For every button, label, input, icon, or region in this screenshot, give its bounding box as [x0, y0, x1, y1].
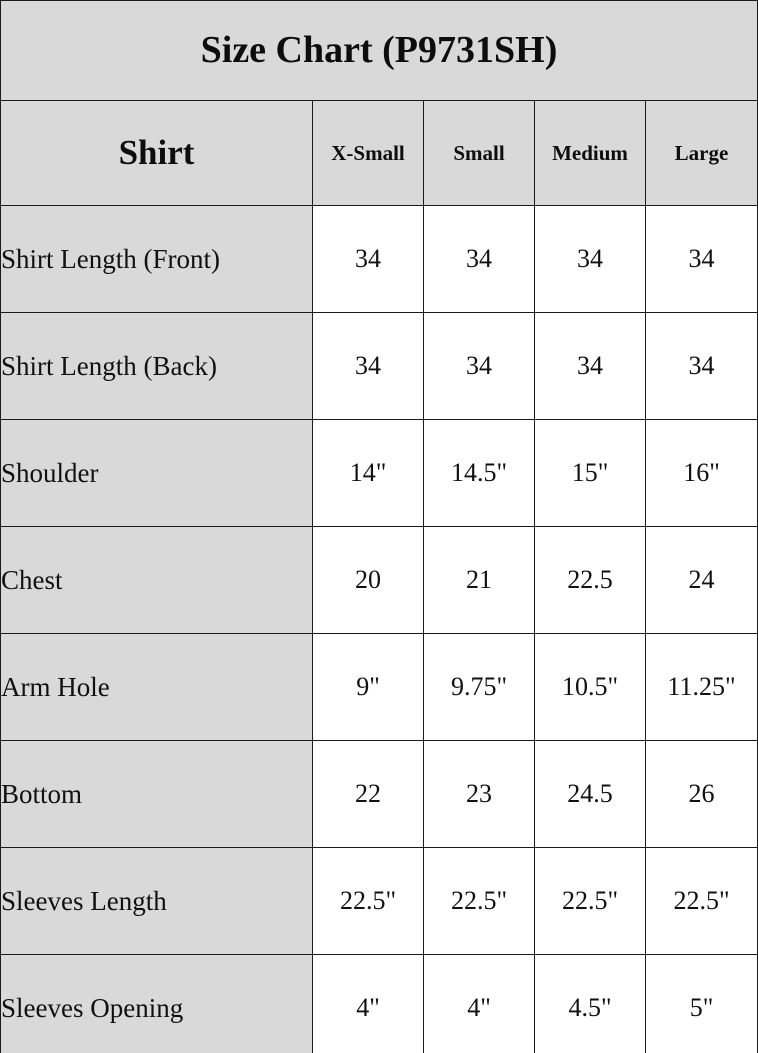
measurement-value: 22.5 [534, 526, 646, 634]
column-header-medium: Medium [534, 100, 646, 206]
measurement-value: 34 [645, 205, 758, 313]
column-header-x-small: X-Small [312, 100, 424, 206]
table-row: Shirt Length (Front) 34 34 34 34 [0, 205, 758, 313]
measurement-value: 26 [645, 740, 758, 848]
measurement-value: 16" [645, 419, 758, 527]
measurement-label: Chest [0, 526, 313, 634]
measurement-value: 14" [312, 419, 424, 527]
table-row: Arm Hole 9" 9.75" 10.5" 11.25" [0, 633, 758, 741]
measurement-label: Sleeves Opening [0, 954, 313, 1053]
measurement-value: 10.5" [534, 633, 646, 741]
table-row: Chest 20 21 22.5 24 [0, 526, 758, 634]
measurement-label: Sleeves Length [0, 847, 313, 955]
table-header-row: Shirt X-Small Small Medium Large [0, 100, 758, 206]
measurement-value: 21 [423, 526, 535, 634]
measurement-label: Shirt Length (Front) [0, 205, 313, 313]
table-row: Shoulder 14" 14.5" 15" 16" [0, 419, 758, 527]
measurement-value: 15" [534, 419, 646, 527]
measurement-value: 34 [534, 312, 646, 420]
table-row: Bottom 22 23 24.5 26 [0, 740, 758, 848]
measurement-label: Arm Hole [0, 633, 313, 741]
measurement-value: 9.75" [423, 633, 535, 741]
measurement-value: 22.5" [534, 847, 646, 955]
measurement-value: 24.5 [534, 740, 646, 848]
measurement-label: Shirt Length (Back) [0, 312, 313, 420]
measurement-value: 24 [645, 526, 758, 634]
measurement-label: Bottom [0, 740, 313, 848]
measurement-value: 34 [312, 312, 424, 420]
measurement-value: 34 [645, 312, 758, 420]
measurement-value: 14.5" [423, 419, 535, 527]
measurement-value: 4.5" [534, 954, 646, 1053]
measurement-value: 34 [534, 205, 646, 313]
title-row: Size Chart (P9731SH) [0, 0, 758, 101]
measurement-value: 22 [312, 740, 424, 848]
column-header-large: Large [645, 100, 758, 206]
table-row: Sleeves Opening 4" 4" 4.5" 5" [0, 954, 758, 1053]
measurement-value: 20 [312, 526, 424, 634]
measurement-value: 23 [423, 740, 535, 848]
measurement-value: 5" [645, 954, 758, 1053]
table-row: Sleeves Length 22.5" 22.5" 22.5" 22.5" [0, 847, 758, 955]
table-row: Shirt Length (Back) 34 34 34 34 [0, 312, 758, 420]
column-header-garment: Shirt [0, 100, 313, 206]
measurement-value: 34 [312, 205, 424, 313]
measurement-value: 9" [312, 633, 424, 741]
measurement-label: Shoulder [0, 419, 313, 527]
measurement-value: 11.25" [645, 633, 758, 741]
column-header-small: Small [423, 100, 535, 206]
measurement-value: 22.5" [423, 847, 535, 955]
measurement-value: 34 [423, 205, 535, 313]
measurement-value: 4" [312, 954, 424, 1053]
page-title: Size Chart (P9731SH) [0, 0, 758, 101]
measurement-value: 22.5" [312, 847, 424, 955]
measurement-value: 22.5" [645, 847, 758, 955]
measurement-value: 4" [423, 954, 535, 1053]
measurement-value: 34 [423, 312, 535, 420]
